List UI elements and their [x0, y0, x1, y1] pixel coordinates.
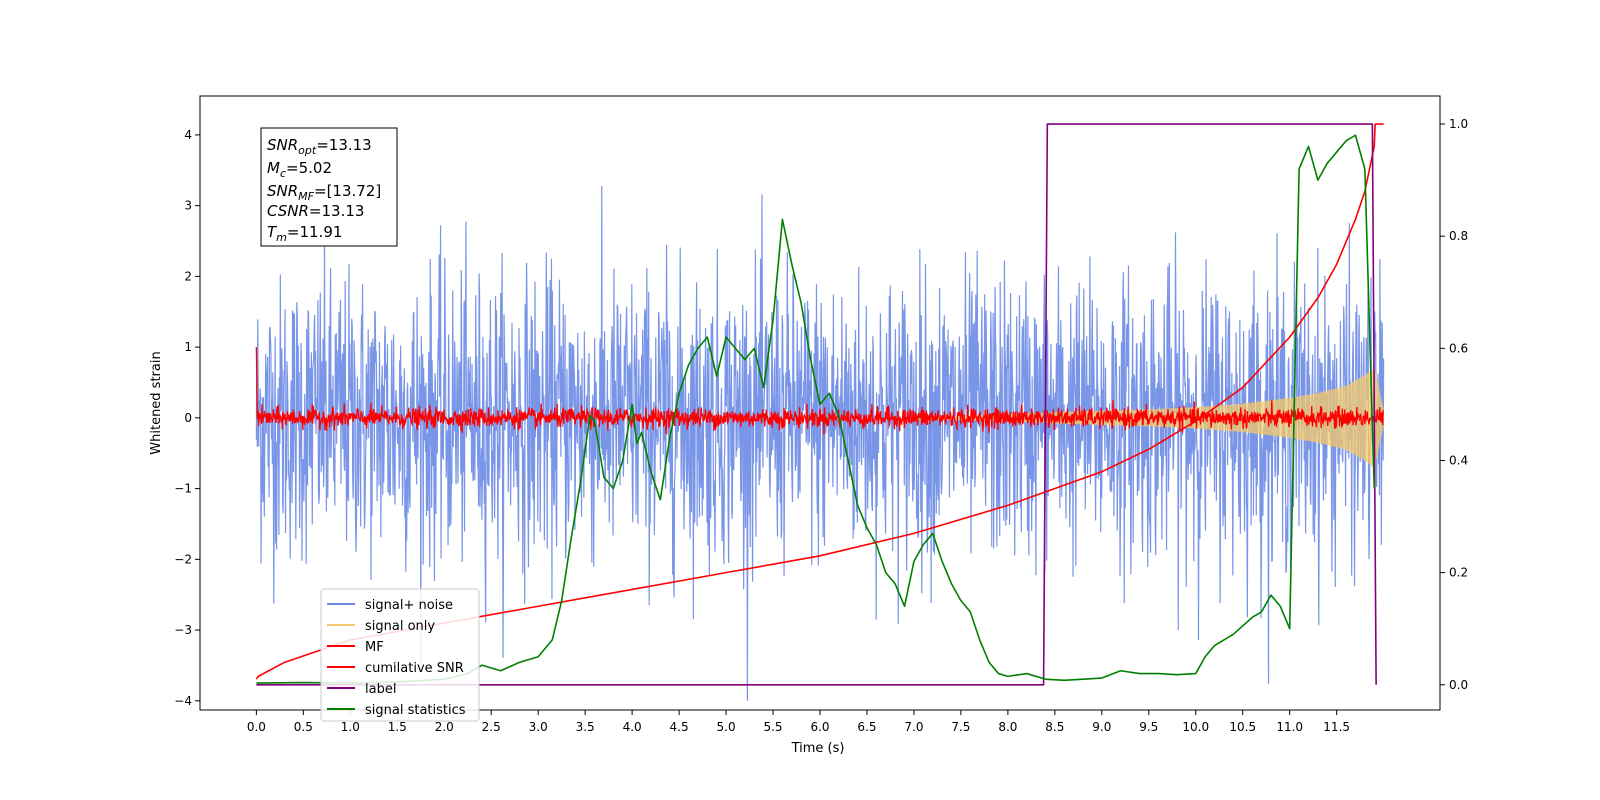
x-tick-label: 0.0 — [247, 720, 266, 734]
y2-tick-label: 0.8 — [1449, 229, 1468, 243]
y-tick-label: 2 — [184, 269, 192, 283]
y-tick-label: 4 — [184, 128, 192, 142]
legend-label: label — [365, 682, 396, 697]
legend-label: signal only — [365, 619, 435, 634]
legend-label: cumilative SNR — [365, 661, 464, 676]
series-signal-statistics — [256, 134, 1376, 684]
info-mc: Mc=5.02 — [267, 159, 332, 180]
x-axis: 0.0 0.5 1.0 1.5 2.0 2.5 3.0 3.5 4.0 4.5 5.0 5.5 6.0 6… — [247, 710, 1350, 734]
x-axis-label: Time (s) — [791, 741, 845, 756]
x-tick-label: 3.0 — [529, 720, 548, 734]
series-mf — [255, 347, 1384, 435]
info-tm: Tm=11.91 — [267, 223, 342, 244]
info-box: SNRopt=13.13 Mc=5.02 SNRMF=[13.72] CSNR=… — [260, 127, 398, 247]
x-tick-label: 5.0 — [717, 720, 736, 734]
x-tick-label: 3.5 — [576, 720, 595, 734]
x-tick-label: 8.5 — [1045, 720, 1064, 734]
x-tick-label: 4.5 — [670, 720, 689, 734]
x-tick-label: 8.0 — [998, 720, 1017, 734]
info-snr-mf: SNRMF=[13.72] — [267, 182, 381, 203]
y-tick-label: 3 — [184, 199, 192, 213]
y-tick-label: −4 — [174, 694, 192, 708]
y-tick-label: 0 — [184, 411, 192, 425]
y-axis-label: Whitened strain — [149, 351, 164, 454]
y2-tick-label: 0.4 — [1449, 453, 1468, 467]
x-tick-label: 11.5 — [1323, 720, 1350, 734]
x-tick-label: 10.0 — [1182, 720, 1209, 734]
x-tick-label: 0.5 — [294, 720, 313, 734]
y2-tick-label: 0.2 — [1449, 566, 1468, 580]
x-tick-label: 2.0 — [435, 720, 454, 734]
x-tick-label: 7.0 — [904, 720, 923, 734]
x-tick-label: 6.0 — [810, 720, 829, 734]
x-tick-label: 9.0 — [1092, 720, 1111, 734]
y-axis-left: 4 3 2 1 0 −1 −2 −3 −4 — [174, 128, 200, 708]
y-axis-right: 1.0 0.8 0.6 0.4 0.2 0.0 — [1440, 117, 1468, 692]
legend: signal+ noise signal only MF cumilative SNR… — [320, 588, 480, 722]
legend-label: MF — [365, 640, 384, 655]
x-tick-label: 10.5 — [1229, 720, 1256, 734]
x-tick-label: 7.5 — [951, 720, 970, 734]
y2-tick-label: 1.0 — [1449, 117, 1468, 131]
x-tick-label: 11.0 — [1276, 720, 1303, 734]
x-tick-label: 4.0 — [623, 720, 642, 734]
x-tick-label: 6.5 — [857, 720, 876, 734]
y2-tick-label: 0.6 — [1449, 341, 1468, 355]
y-tick-label: −1 — [174, 482, 192, 496]
x-tick-label: 5.5 — [763, 720, 782, 734]
info-box-frame — [260, 127, 398, 247]
info-csnr: CSNR=13.13 — [267, 202, 364, 220]
x-tick-label: 9.5 — [1139, 720, 1158, 734]
info-snr-opt: SNRopt=13.13 — [267, 136, 372, 157]
legend-label: signal statistics — [365, 703, 466, 718]
y2-tick-label: 0.0 — [1449, 678, 1468, 692]
series-label — [256, 123, 1377, 686]
legend-frame — [320, 588, 480, 722]
legend-label: signal+ noise — [365, 598, 453, 613]
y-tick-label: −3 — [174, 623, 192, 637]
y-tick-label: −2 — [174, 552, 192, 566]
y-tick-label: 1 — [184, 340, 192, 354]
x-tick-label: 2.5 — [482, 720, 501, 734]
x-tick-label: 1.5 — [388, 720, 407, 734]
x-tick-label: 1.0 — [341, 720, 360, 734]
